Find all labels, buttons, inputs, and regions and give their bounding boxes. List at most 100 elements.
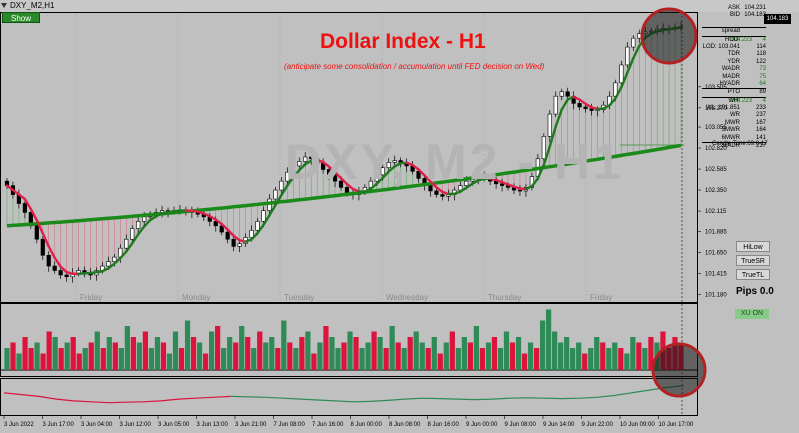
truesr-button[interactable]: TrueSR: [736, 255, 770, 266]
fast-ma-segment: [53, 256, 62, 268]
xu-bar: [594, 337, 600, 370]
xu-bar: [624, 353, 630, 370]
fast-ma-segment: [23, 197, 33, 211]
stat-label: PTO: [727, 89, 740, 96]
xu-bar: [648, 337, 654, 370]
slow-moving-average-line: [6, 143, 682, 228]
fast-ma-segment: [250, 231, 259, 241]
xu-bar: [305, 331, 311, 370]
fast-ma-segment: [411, 163, 420, 171]
y-tick-label: 102.585: [705, 167, 727, 173]
stat-label: MADR: [722, 73, 740, 80]
xu-bar: [70, 337, 76, 370]
fast-ma-segment: [274, 194, 283, 207]
candle-body: [553, 95, 558, 115]
fast-ma-segment: [35, 219, 44, 235]
stat-value: 4: [762, 97, 766, 104]
candle-body: [589, 108, 594, 111]
xu-bar: [227, 337, 233, 370]
dropdown-triangle-icon[interactable]: [1, 3, 7, 8]
candle-body: [583, 106, 588, 110]
fast-ma-segment: [608, 97, 617, 107]
xu-bar: [564, 337, 570, 370]
fast-ma-segment: [137, 225, 146, 236]
y-tick-label: 102.350: [705, 188, 727, 194]
candle-body: [338, 180, 344, 188]
xu-bar: [58, 348, 64, 370]
day-label: Wednesday: [386, 293, 428, 302]
day-label: Tuesday: [284, 293, 314, 302]
show-button[interactable]: Show: [2, 12, 40, 23]
candle-body: [565, 91, 570, 97]
stat-row: ASK 104.231: [702, 5, 766, 12]
x-tick-label: 10 Jun 09:00: [620, 422, 655, 428]
xu-bar: [582, 353, 588, 370]
stat-value: 164: [755, 127, 766, 134]
xu-bar: [166, 353, 173, 370]
candle-body: [458, 185, 463, 191]
xu-bar: [407, 337, 413, 370]
x-tick-label: 7 Jun 08:00: [274, 422, 306, 428]
x-tick-label: 8 Jun 08:00: [389, 422, 421, 428]
candle-body: [464, 180, 469, 186]
stat-value: 89: [759, 89, 766, 96]
fast-ma-segment: [578, 98, 587, 106]
xu-bar: [52, 337, 58, 370]
y-tick-label: 102.820: [705, 146, 727, 152]
fast-ma-segment: [131, 233, 140, 245]
fast-ma-segment: [298, 162, 307, 172]
xu-bar: [281, 320, 287, 370]
oscillator-green-line: [230, 385, 685, 403]
stat-row: PTO 89: [702, 88, 766, 96]
day-label: Monday: [182, 293, 210, 302]
candle-body: [440, 194, 445, 197]
fast-ma-segment: [548, 125, 557, 148]
y-tick-label: 101.885: [705, 230, 727, 236]
xu-bar: [395, 342, 401, 370]
candle-body: [291, 165, 296, 173]
x-tick-label: 10 Jun 17:00: [659, 422, 694, 428]
xu-bar: [88, 342, 94, 370]
fast-ma-segment: [536, 163, 546, 180]
fast-ma-segment: [29, 207, 39, 222]
y-tick-label: 101.650: [705, 251, 727, 257]
candle-body: [237, 243, 242, 247]
candle-body: [547, 113, 552, 137]
candle-body: [40, 238, 45, 256]
xu-bar: [10, 342, 16, 370]
x-tick-label: 3 Jun 12:00: [120, 422, 152, 428]
xu-bar: [636, 342, 642, 370]
xu-bar: [269, 337, 275, 370]
stat-row: TDR 118: [702, 51, 766, 58]
stat-value: 114: [756, 43, 766, 50]
candle-body: [52, 265, 57, 271]
candle-body: [577, 103, 582, 108]
x-tick-label: 9 Jun 22:00: [582, 422, 614, 428]
stat-label: WH:: [728, 97, 740, 104]
chart-subtitle: (anticipate some consolidation / accumul…: [284, 62, 545, 71]
oscillator-panel-border: [0, 378, 698, 416]
hilow-button[interactable]: HiLow: [736, 241, 770, 252]
stat-label: spread: [721, 28, 740, 35]
candle-body: [124, 238, 129, 249]
xu-bar: [413, 331, 419, 370]
truetl-button[interactable]: TrueTL: [736, 269, 770, 280]
fast-ma-segment: [125, 242, 134, 253]
stat-label: WL: 101.851: [705, 105, 740, 112]
xu-bar: [136, 342, 143, 370]
fast-ma-segment: [327, 165, 337, 174]
window-title-bar: [0, 0, 799, 12]
watermark: DXY, M2 - H1: [285, 134, 624, 190]
fast-ma-segment: [226, 228, 235, 238]
stat-label: ASK: [727, 5, 740, 11]
window-title: DXY_M2,H1: [10, 1, 55, 10]
candle-body: [428, 185, 433, 192]
stat-value: 104.183: [744, 12, 766, 19]
xu-bar: [341, 342, 347, 370]
xu-bar: [34, 342, 40, 370]
stat-row: HYADR 64: [702, 81, 766, 88]
xu-on-button[interactable]: XU ON: [735, 309, 769, 319]
xu-bar: [317, 342, 323, 370]
y-tick-label: 103.055: [705, 125, 727, 131]
xu-bar: [431, 337, 437, 370]
